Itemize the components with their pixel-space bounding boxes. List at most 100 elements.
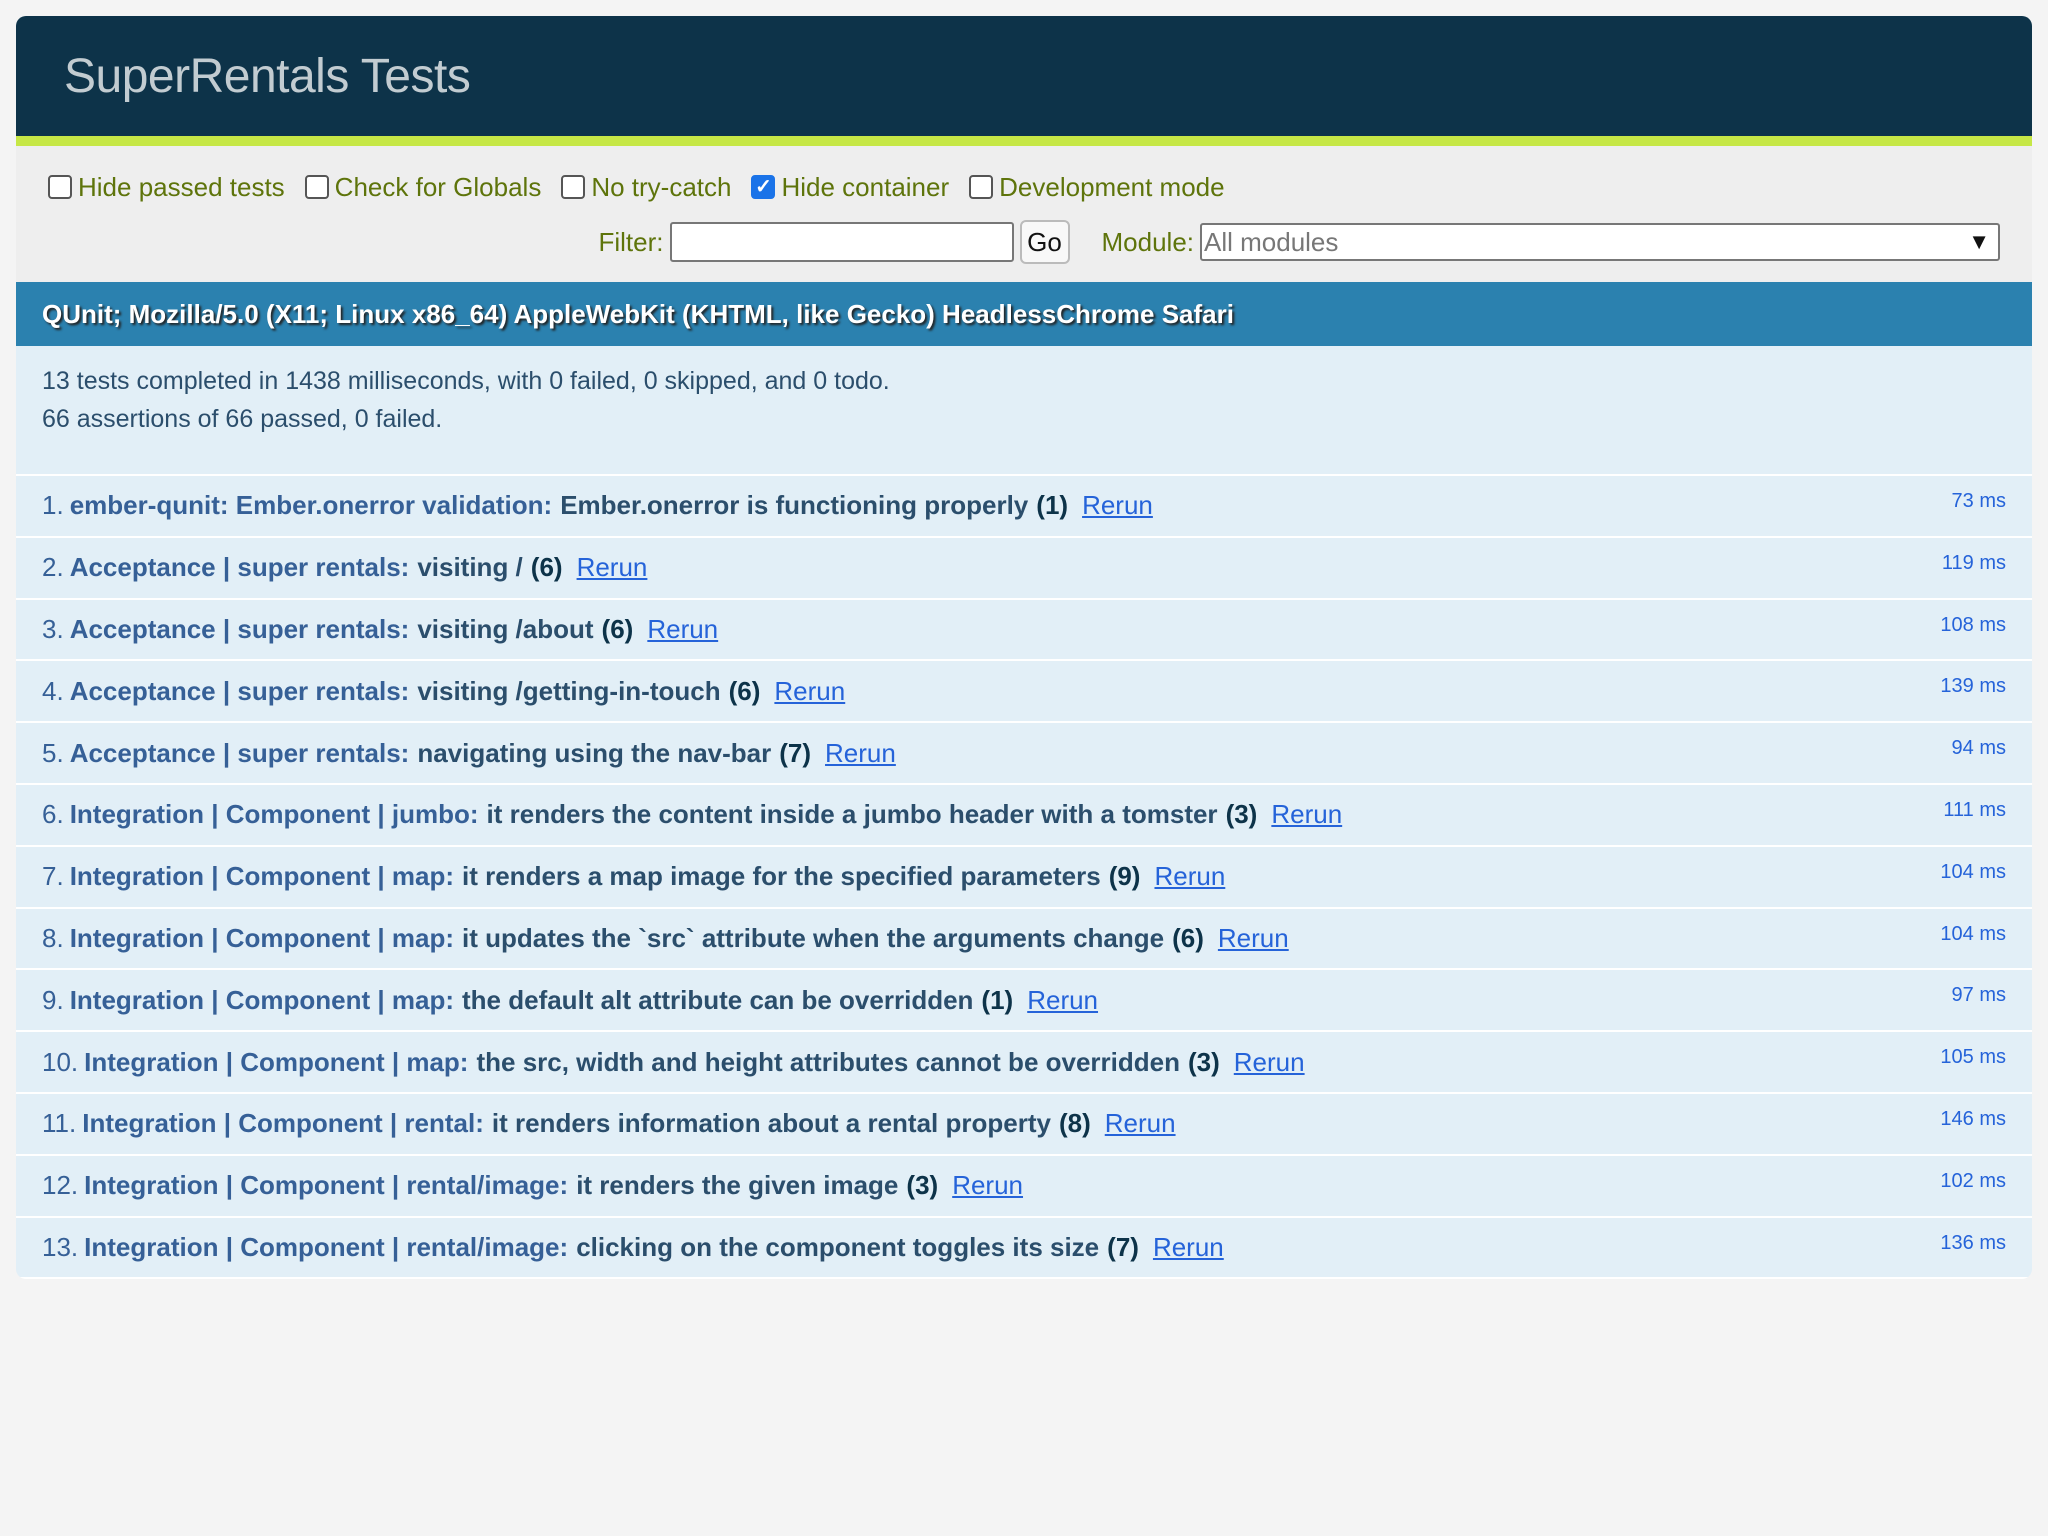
test-name[interactable]: it updates the `src` attribute when the … <box>462 922 1165 953</box>
test-module[interactable]: Acceptance | super rentals: <box>69 613 410 644</box>
test-name[interactable]: it renders information about a rental pr… <box>491 1108 1051 1139</box>
page-title: SuperRentals Tests <box>64 49 471 103</box>
assertion-count: (3) <box>1225 799 1258 830</box>
test-row: 7. Integration | Component | map: it ren… <box>16 847 2032 909</box>
test-duration: 139 ms <box>1940 675 2006 698</box>
test-row: 2. Acceptance | super rentals: visiting … <box>16 538 2032 600</box>
test-name[interactable]: the src, width and height attributes can… <box>476 1046 1180 1077</box>
rerun-link[interactable]: Rerun <box>1154 861 1226 892</box>
option-hide-passed-tests[interactable]: Hide passed tests <box>48 172 285 203</box>
test-module[interactable]: Acceptance | super rentals: <box>69 737 410 768</box>
rerun-link[interactable]: Rerun <box>1027 984 1099 1015</box>
test-module[interactable]: Integration | Component | map: <box>69 922 454 953</box>
test-name[interactable]: the default alt attribute can be overrid… <box>462 984 974 1015</box>
options-row: Hide passed tests Check for Globals No try… <box>48 168 2000 206</box>
assertion-count: (3) <box>906 1170 939 1201</box>
toolbar: Hide passed tests Check for Globals No try… <box>16 146 2032 282</box>
rerun-link[interactable]: Rerun <box>774 675 846 706</box>
checkbox[interactable] <box>969 175 994 199</box>
test-name[interactable]: it renders a map image for the specified… <box>462 861 1101 892</box>
summary-assertions: 66 assertions of 66 passed, 0 failed. <box>42 405 443 433</box>
test-module[interactable]: ember-qunit: Ember.onerror validation: <box>69 490 553 521</box>
option-no-try-catch[interactable]: No try-catch <box>561 172 731 203</box>
checkbox[interactable] <box>304 175 329 199</box>
test-module[interactable]: Integration | Component | rental/image: <box>84 1231 569 1262</box>
test-module[interactable]: Integration | Component | map: <box>69 984 454 1015</box>
test-module[interactable]: Integration | Component | map: <box>69 861 454 892</box>
test-duration: 102 ms <box>1940 1169 2006 1192</box>
module-select[interactable]: All modules ▼ <box>1200 223 2000 261</box>
test-number: 1. <box>42 490 64 521</box>
test-number: 2. <box>42 552 64 583</box>
option-hide-container[interactable]: ✓ Hide container <box>751 172 949 203</box>
rerun-link[interactable]: Rerun <box>647 613 719 644</box>
test-row: 13. Integration | Component | rental/ima… <box>16 1218 2032 1280</box>
user-agent-banner: QUnit; Mozilla/5.0 (X11; Linux x86_64) A… <box>16 282 2032 346</box>
go-button[interactable]: Go <box>1019 220 1070 264</box>
test-row: 5. Acceptance | super rentals: navigatin… <box>16 723 2032 785</box>
option-label: No try-catch <box>591 171 732 202</box>
test-duration: 111 ms <box>1943 798 2006 821</box>
test-name[interactable]: navigating using the nav-bar <box>417 737 772 768</box>
test-row: 3. Acceptance | super rentals: visiting … <box>16 600 2032 662</box>
user-agent-text: QUnit; Mozilla/5.0 (X11; Linux x86_64) A… <box>42 298 1234 329</box>
rerun-link[interactable]: Rerun <box>1233 1046 1305 1077</box>
checkbox[interactable] <box>48 175 72 199</box>
test-duration: 73 ms <box>1951 490 2006 512</box>
rerun-link[interactable]: Rerun <box>1217 922 1289 953</box>
test-number: 4. <box>42 675 64 706</box>
test-module[interactable]: Integration | Component | rental: <box>82 1108 484 1139</box>
rerun-link[interactable]: Rerun <box>576 552 648 583</box>
test-name[interactable]: it renders the content inside a jumbo he… <box>486 799 1218 830</box>
test-number: 7. <box>42 861 64 892</box>
qunit-container: SuperRentals Tests Hide passed tests Chec… <box>16 16 2032 1280</box>
test-name[interactable]: visiting /about <box>417 613 594 644</box>
filter-row: Filter: Go Module: All modules ▼ <box>48 216 2000 268</box>
option-label: Check for Globals <box>334 171 542 202</box>
test-number: 6. <box>42 799 64 830</box>
test-number: 8. <box>42 922 64 953</box>
assertion-count: (6) <box>601 613 634 644</box>
rerun-link[interactable]: Rerun <box>1271 799 1343 830</box>
test-duration: 146 ms <box>1940 1107 2006 1130</box>
test-module[interactable]: Acceptance | super rentals: <box>69 552 410 583</box>
test-summary: 13 tests completed in 1438 milliseconds,… <box>16 346 2032 476</box>
assertion-count: (8) <box>1058 1108 1091 1139</box>
test-number: 9. <box>42 984 64 1015</box>
rerun-link[interactable]: Rerun <box>1152 1231 1224 1262</box>
test-module[interactable]: Integration | Component | map: <box>84 1046 469 1077</box>
test-module[interactable]: Integration | Component | jumbo: <box>69 799 479 830</box>
rerun-link[interactable]: Rerun <box>952 1170 1024 1201</box>
test-row: 1. ember-qunit: Ember.onerror validation… <box>16 476 2032 538</box>
module-label: Module: <box>1101 226 1195 257</box>
module-select-value: All modules <box>1204 226 1339 257</box>
test-name[interactable]: Ember.onerror is functioning properly <box>560 490 1029 521</box>
filter-input[interactable] <box>669 222 1014 262</box>
test-module[interactable]: Integration | Component | rental/image: <box>84 1170 569 1201</box>
option-check-for-globals[interactable]: Check for Globals <box>304 171 542 203</box>
test-name[interactable]: it renders the given image <box>576 1170 899 1201</box>
test-number: 13. <box>42 1231 79 1262</box>
checkbox[interactable]: ✓ <box>751 175 776 199</box>
test-name[interactable]: visiting / <box>417 552 523 583</box>
option-development-mode[interactable]: Development mode <box>969 172 1225 203</box>
option-label: Hide container <box>781 171 950 202</box>
assertion-count: (1) <box>1036 490 1069 521</box>
assertion-count: (3) <box>1188 1046 1220 1077</box>
test-duration: 108 ms <box>1940 613 2006 636</box>
filter-label: Filter: <box>598 226 664 257</box>
header: SuperRentals Tests <box>16 16 2032 146</box>
test-duration: 104 ms <box>1940 922 2006 945</box>
test-number: 11. <box>42 1108 77 1139</box>
summary-tests: 13 tests completed in 1438 milliseconds,… <box>42 367 890 395</box>
test-name[interactable]: visiting /getting-in-touch <box>417 675 721 706</box>
rerun-link[interactable]: Rerun <box>1082 490 1153 521</box>
test-duration: 119 ms <box>1941 551 2006 574</box>
test-row: 6. Integration | Component | jumbo: it r… <box>16 785 2032 847</box>
rerun-link[interactable]: Rerun <box>825 737 896 768</box>
test-name[interactable]: clicking on the component toggles its si… <box>576 1231 1100 1262</box>
checkbox[interactable] <box>561 175 586 199</box>
rerun-link[interactable]: Rerun <box>1104 1108 1176 1139</box>
test-module[interactable]: Acceptance | super rentals: <box>69 675 410 706</box>
assertion-count: (9) <box>1108 861 1141 892</box>
